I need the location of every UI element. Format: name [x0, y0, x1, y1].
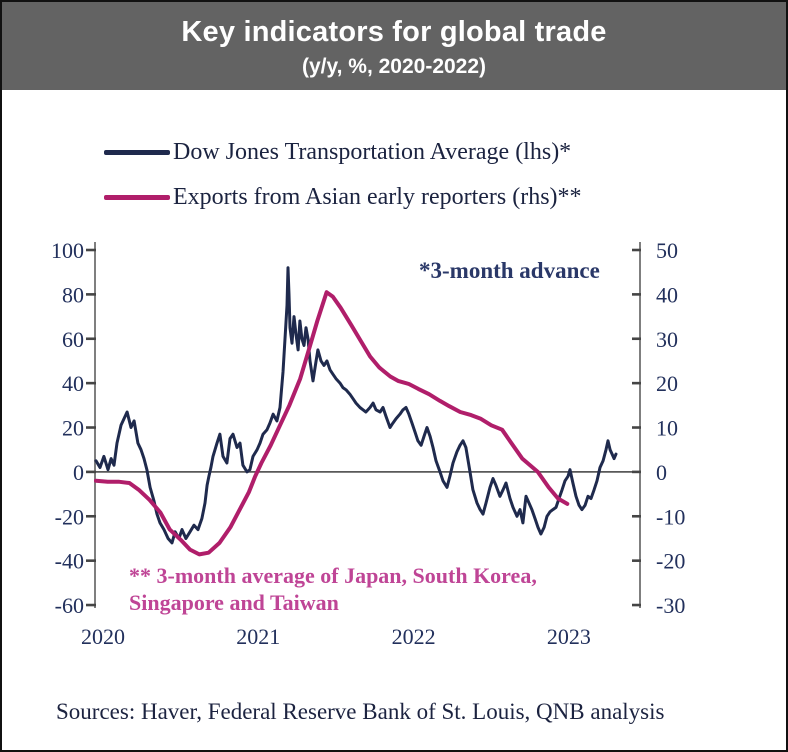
svg-text:40: 40	[62, 371, 84, 396]
annotation-exports-footnote: ** 3-month average of Japan, South Korea…	[129, 562, 537, 616]
svg-text:-40: -40	[55, 549, 84, 574]
figure-header: Key indicators for global trade (y/y, %,…	[2, 2, 786, 90]
svg-text:2023: 2023	[547, 624, 591, 649]
figure-subtitle: (y/y, %, 2020-2022)	[301, 55, 487, 78]
svg-text:2021: 2021	[236, 624, 280, 649]
annotation-3-month-advance: *3-month advance	[419, 258, 600, 283]
svg-text:40: 40	[656, 282, 678, 307]
svg-text:20: 20	[62, 416, 84, 441]
svg-text:20: 20	[656, 371, 678, 396]
annotation-exports-line1: ** 3-month average of Japan, South Korea…	[129, 563, 537, 588]
svg-text:2022: 2022	[392, 624, 436, 649]
svg-text:10: 10	[656, 416, 678, 441]
svg-text:-20: -20	[656, 549, 685, 574]
legend-item-asian-exports: Exports from Asian early reporters (rhs)…	[104, 183, 582, 211]
svg-text:30: 30	[656, 327, 678, 352]
magenta-line-swatch-icon	[104, 194, 170, 200]
svg-text:-60: -60	[55, 593, 84, 618]
legend-item-dow-jones: Dow Jones Transportation Average (lhs)*	[104, 138, 582, 166]
svg-text:2020: 2020	[81, 624, 125, 649]
sources-text: Sources: Haver, Federal Reserve Bank of …	[56, 699, 665, 724]
svg-text:100: 100	[51, 238, 84, 263]
svg-text:50: 50	[656, 238, 678, 263]
svg-text:80: 80	[62, 282, 84, 307]
svg-text:-20: -20	[55, 504, 84, 529]
legend-label: Dow Jones Transportation Average (lhs)*	[173, 138, 572, 165]
figure-title: Key indicators for global trade	[181, 16, 607, 48]
svg-text:0: 0	[73, 460, 84, 485]
annotation-exports-line2: Singapore and Taiwan	[129, 590, 339, 615]
legend-label: Exports from Asian early reporters (rhs)…	[173, 183, 582, 210]
svg-text:0: 0	[656, 460, 667, 485]
svg-text:-30: -30	[656, 593, 685, 618]
svg-text:60: 60	[62, 327, 84, 352]
navy-line-swatch-icon	[104, 149, 170, 155]
chart-legend: Dow Jones Transportation Average (lhs)* …	[104, 138, 582, 228]
svg-text:-10: -10	[656, 504, 685, 529]
